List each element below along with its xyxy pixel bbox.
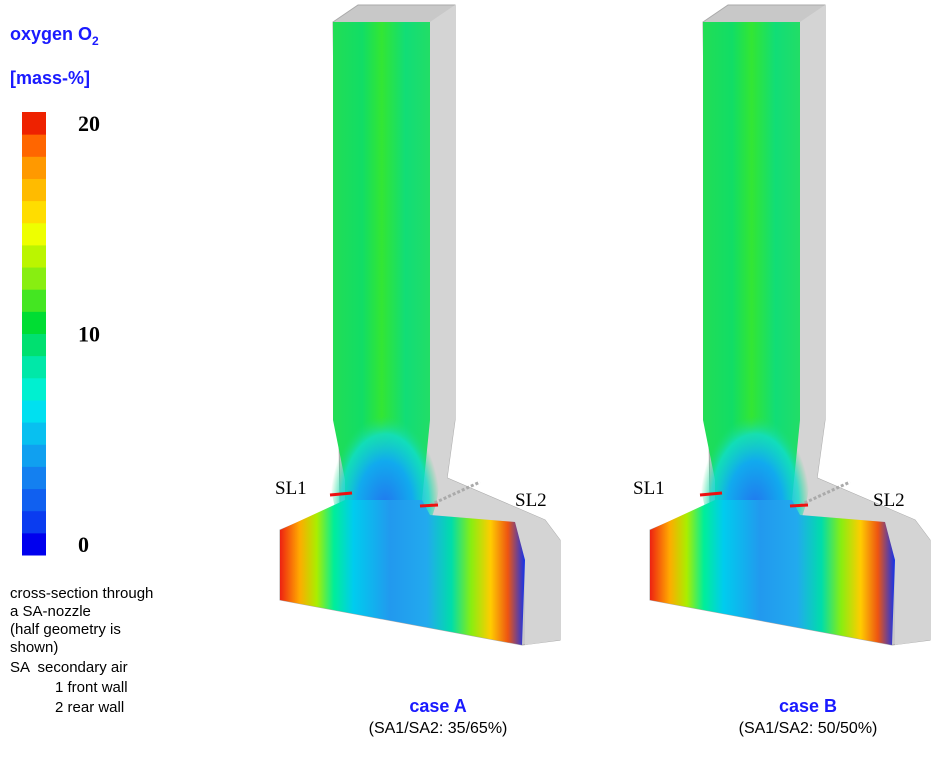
slot-label: SL2: [873, 490, 905, 511]
slot-label: SL1: [633, 478, 665, 499]
colorbar-step: [22, 466, 46, 489]
slot-label: SL1: [275, 478, 307, 499]
colorbar-step: [22, 267, 46, 290]
colorbar-step: [22, 178, 46, 201]
legend-title-text: oxygen O: [10, 24, 92, 44]
colorbar-tick-label: 0: [78, 532, 89, 557]
colorbar-step: [22, 223, 46, 246]
note-line: a SA-nozzle: [10, 603, 91, 620]
case-description: (SA1/SA2: 50/50%): [739, 720, 878, 737]
colorbar-step: [22, 511, 46, 534]
abbreviation-item: 1 front wall: [55, 679, 128, 696]
colorbar-step: [22, 112, 46, 135]
furnace-case-b: [650, 5, 930, 645]
colorbar-step: [22, 201, 46, 224]
colorbar-step: [22, 444, 46, 467]
colorbar-step: [22, 289, 46, 312]
colorbar-step: [22, 134, 46, 157]
slot-label: SL2: [515, 490, 547, 511]
case-label: case B: [779, 696, 837, 716]
note-line: (half geometry is: [10, 621, 121, 638]
colorbar-step: [22, 156, 46, 179]
case-label: case A: [409, 696, 466, 716]
colorbar-step: [22, 356, 46, 379]
colorbar: 20 10 0: [22, 111, 100, 557]
colorbar-step: [22, 311, 46, 334]
note-line: shown): [10, 639, 58, 656]
colorbar-step: [22, 400, 46, 423]
colorbar-tick-label: 20: [78, 111, 100, 136]
colorbar-step: [22, 245, 46, 268]
case-description: (SA1/SA2: 35/65%): [369, 720, 508, 737]
furnace-case-a: [280, 5, 560, 645]
legend-unit: [mass-%]: [10, 68, 90, 88]
page: oxygen O2 [mass-%] 20 10 0 cross-section t…: [0, 0, 932, 758]
colorbar-step: [22, 334, 46, 357]
note-line: cross-section through: [10, 585, 153, 602]
colorbar-step: [22, 422, 46, 445]
colorbar-step: [22, 533, 46, 556]
abbreviation-item: 2 rear wall: [55, 699, 124, 716]
colorbar-step: [22, 378, 46, 401]
legend-title-subscript: 2: [92, 34, 99, 48]
colorbar-tick-label: 10: [78, 322, 100, 347]
abbreviation-title: SA secondary air: [10, 659, 128, 676]
legend-title: oxygen O2: [10, 24, 99, 48]
colorbar-step: [22, 489, 46, 512]
